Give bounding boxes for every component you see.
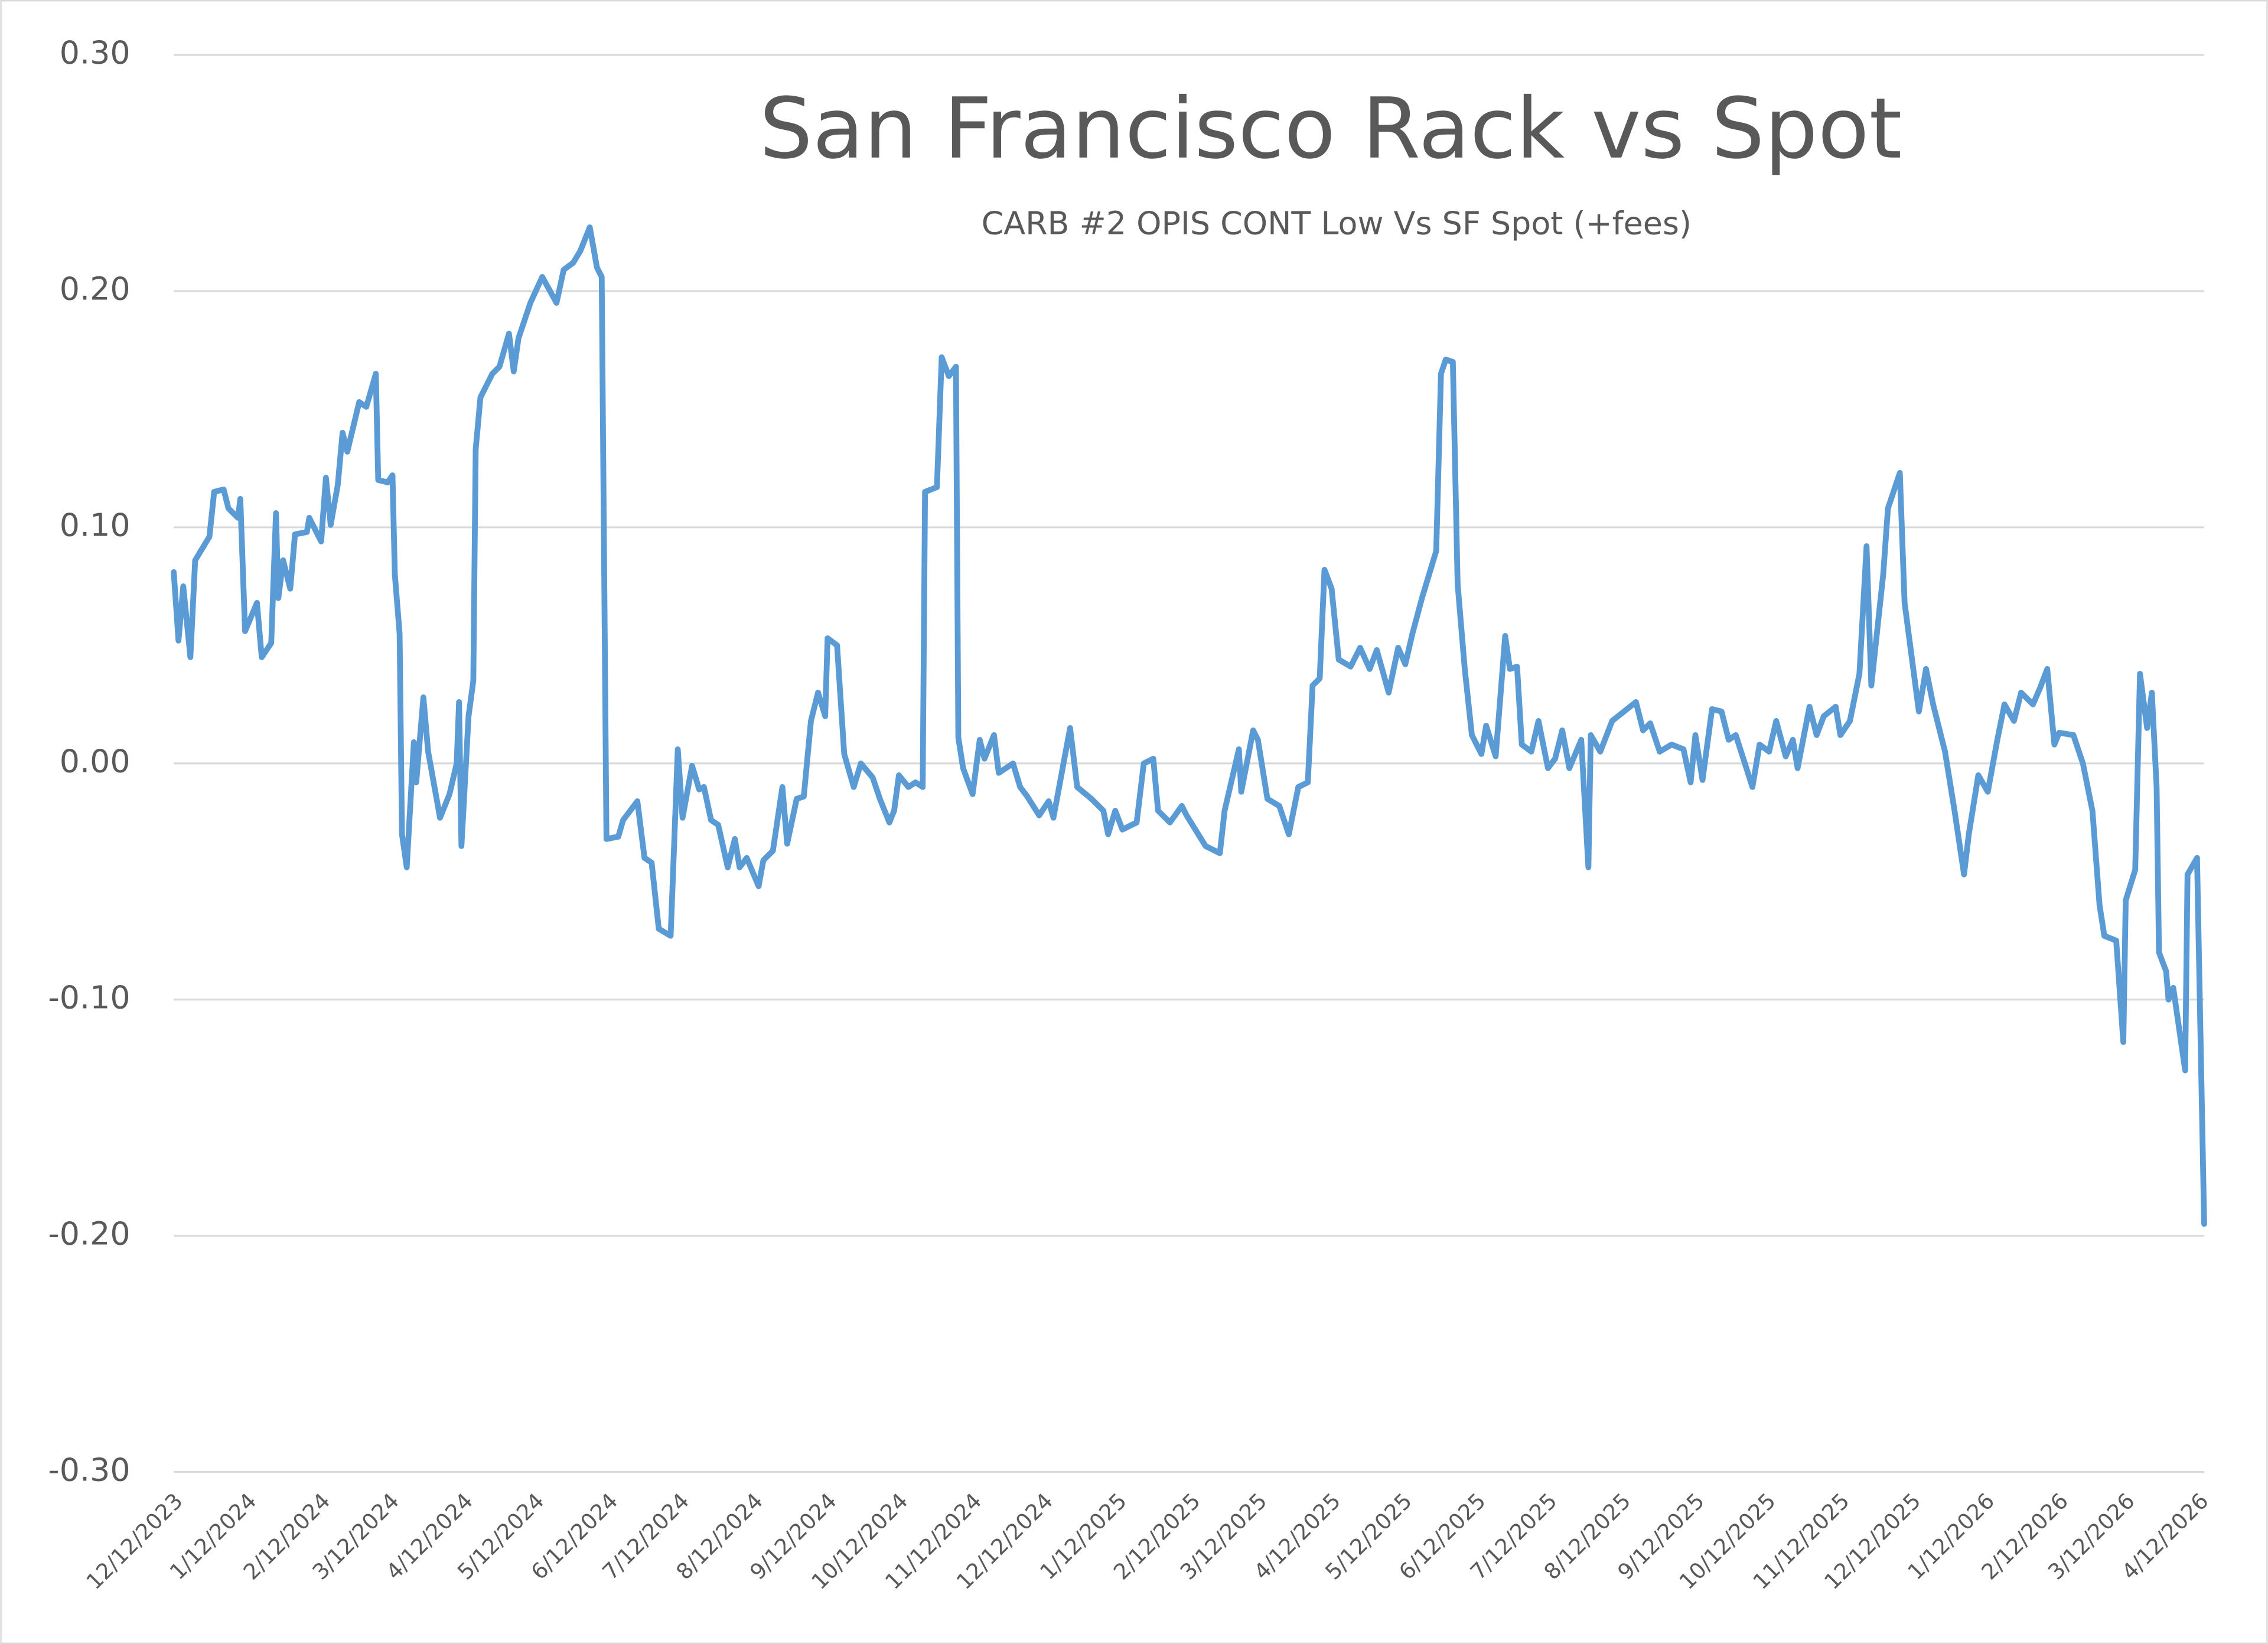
y-tick-label: 0.20	[60, 270, 131, 308]
data-line	[171, 224, 2207, 1227]
y-tick-label: -0.20	[48, 1215, 130, 1252]
y-tick-label: 0.00	[60, 742, 131, 779]
y-tick-label: 0.30	[60, 34, 131, 71]
y-tick-label: -0.30	[48, 1451, 130, 1488]
chart-subtitle: CARB #2 OPIS CONT Low Vs SF Spot (+fees)	[982, 205, 1692, 242]
chart-title: San Francisco Rack vs Spot	[760, 80, 1902, 178]
y-tick-label: -0.10	[48, 978, 130, 1016]
y-tick-label: 0.10	[60, 507, 131, 544]
